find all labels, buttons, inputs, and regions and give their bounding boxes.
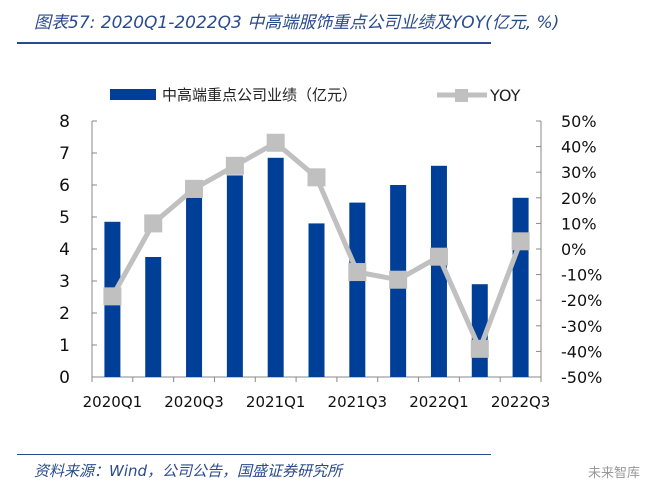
yoy-point-2020Q1 (103, 287, 122, 306)
bar-2020Q2 (145, 257, 162, 377)
bar-2021Q3 (349, 202, 366, 377)
y-right-tick-label: -50% (561, 368, 602, 387)
yoy-point-2022Q1 (429, 247, 448, 266)
y-right-tick-label: -40% (561, 342, 602, 361)
y-right-tick-label: 10% (561, 214, 597, 233)
y-left-tick-label: 3 (59, 272, 70, 292)
yoy-point-2021Q1 (266, 133, 285, 152)
bar-2021Q1 (267, 157, 284, 377)
chart-title: 图表57: 2020Q1-2022Q3 中高端服饰重点公司业绩及YOY(亿元, … (34, 13, 560, 33)
chart-svg: 中高端重点公司业绩（亿元） YOY 0 1 2 3 4 5 6 7 8 -50% -40% -30% -20… (59, 86, 602, 411)
y-left-tick-label: 2 (59, 304, 70, 324)
x-tick-label: 2020Q3 (164, 393, 224, 411)
yoy-point-2022Q3 (511, 232, 530, 251)
y-left-tick-label: 6 (59, 176, 70, 196)
yoy-point-2020Q3 (185, 179, 204, 198)
watermark: 未来智库 (587, 466, 640, 481)
y-right-tick-label: 30% (561, 163, 597, 182)
y-left-tick-label: 8 (59, 112, 70, 132)
yoy-point-2020Q4 (225, 156, 244, 175)
y-left-tick-label: 0 (59, 368, 70, 388)
legend-bar-label: 中高端重点公司业绩（亿元） (162, 86, 357, 104)
y-left-tick-label: 4 (59, 240, 70, 260)
x-tick-label: 2020Q1 (83, 393, 143, 411)
y-left-tick-label: 5 (59, 208, 70, 228)
yoy-point-2022Q2 (470, 339, 489, 358)
bar-2020Q4 (226, 175, 243, 377)
x-tick-label: 2022Q3 (491, 393, 551, 411)
bar-2021Q2 (308, 223, 325, 377)
y-right-tick-label: -20% (561, 291, 602, 310)
legend-line-marker (455, 89, 468, 102)
y-right-tick-label: 20% (561, 189, 597, 208)
y-right-tick-label: 40% (561, 138, 597, 157)
source-divider (17, 454, 491, 455)
bar-2020Q3 (186, 197, 203, 377)
y-right-tick-label: -10% (561, 266, 602, 285)
source-note: 资料来源：Wind，公司公告，国盛证券研究所 (34, 462, 343, 480)
yoy-point-2021Q2 (307, 168, 326, 187)
y-right-tick-label: -30% (561, 317, 602, 336)
x-tick-label: 2021Q1 (246, 393, 306, 411)
y-right-tick-label: 0% (561, 240, 586, 259)
bar-2022Q1 (430, 165, 447, 377)
yoy-point-2021Q3 (348, 263, 367, 282)
x-tick-label: 2022Q1 (409, 393, 469, 411)
title-divider (17, 42, 491, 44)
yoy-point-2020Q2 (144, 214, 163, 233)
y-left-tick-label: 1 (59, 336, 70, 356)
y-left-tick-label: 7 (59, 144, 70, 164)
y-right-tick-label: 50% (561, 112, 597, 131)
legend-bar-swatch (110, 89, 156, 100)
x-tick-label: 2021Q3 (328, 393, 388, 411)
legend-line-label: YOY (489, 86, 521, 105)
bar-2022Q3 (512, 197, 529, 377)
yoy-point-2021Q4 (389, 270, 408, 289)
